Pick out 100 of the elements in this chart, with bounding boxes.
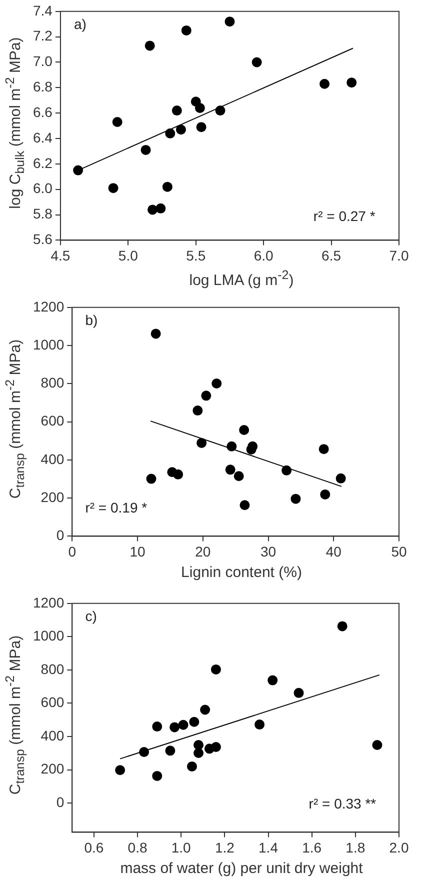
point (318, 444, 329, 454)
point (165, 128, 176, 138)
point (108, 183, 118, 194)
y-tick-label: 0 (56, 794, 64, 810)
point (140, 144, 151, 155)
point (210, 742, 221, 752)
annotation: b) (85, 312, 98, 328)
x-tick-label: 20 (195, 543, 211, 560)
y-tick-label: 5.6 (32, 231, 53, 248)
point (172, 106, 182, 116)
annotation: r² = 0.33 ** (308, 796, 377, 812)
y-tick-label: 600 (40, 694, 64, 710)
point (194, 103, 205, 114)
point (337, 621, 348, 632)
point (186, 761, 197, 772)
x-tick-label: 1.4 (258, 839, 278, 856)
x-tick-label: 30 (260, 543, 276, 560)
x-tick-label: 5.0 (118, 247, 138, 264)
point (320, 78, 330, 89)
x-tick-label: 1.6 (302, 839, 322, 856)
point (150, 328, 161, 339)
y-tick-label: 0 (56, 527, 64, 544)
x-tick-label: 0.8 (128, 839, 148, 856)
x-tick-label: 6.0 (254, 247, 274, 264)
point (146, 474, 156, 484)
point (252, 57, 262, 68)
point (196, 438, 207, 448)
y-tick-label: 7.0 (32, 53, 53, 70)
y-tick-label: 1200 (32, 594, 64, 610)
point (320, 489, 330, 500)
point (115, 765, 126, 776)
point (294, 688, 304, 698)
point (215, 106, 226, 116)
x-axis-title: Lignin content (%) (180, 564, 303, 581)
point (165, 746, 176, 756)
y-tick-label: 200 (40, 488, 64, 505)
x-tick-label: 4.5 (50, 247, 70, 264)
y-tick-label: 7.2 (32, 28, 53, 44)
x-tick-label: 40 (326, 543, 342, 560)
annotation: r² = 0.19 * (85, 500, 148, 516)
point (173, 469, 184, 480)
point (224, 16, 235, 27)
point (210, 664, 221, 674)
x-axis-title: log LMA (g m$^{-2}$) (188, 268, 295, 289)
y-tick-label: 200 (40, 760, 64, 777)
point (148, 204, 158, 215)
point (181, 25, 192, 36)
point (73, 165, 84, 176)
y-tick-label: 1000 (32, 628, 64, 644)
point (192, 406, 203, 416)
y-tick-label: 6.0 (32, 180, 53, 196)
point (346, 78, 357, 88)
y-tick-label: 6.8 (32, 78, 53, 95)
point (290, 494, 301, 504)
x-tick-label: 1.0 (171, 839, 192, 856)
point (282, 465, 292, 476)
point (176, 124, 186, 135)
annotation: r² = 0.27 * (313, 208, 376, 224)
point (336, 473, 346, 484)
y-tick-label: 400 (40, 727, 64, 744)
point (156, 203, 166, 214)
point (225, 464, 236, 475)
point (234, 471, 244, 482)
point (200, 704, 210, 715)
y-tick-label: 400 (40, 450, 64, 467)
point (196, 122, 206, 132)
x-tick-label: 50 (391, 543, 407, 560)
point (268, 675, 278, 686)
x-tick-label: 6.5 (322, 247, 342, 264)
y-tick-label: 6.2 (32, 154, 53, 171)
point (254, 720, 265, 730)
point (152, 770, 162, 781)
point (139, 746, 150, 757)
point (212, 378, 222, 388)
point (226, 441, 237, 452)
point (178, 720, 188, 730)
x-tick-label: 0 (68, 543, 76, 560)
point (248, 441, 258, 452)
y-tick-label: 800 (40, 374, 64, 391)
x-tick-label: 7.0 (389, 247, 409, 264)
point (162, 182, 172, 192)
x-tick-label: 0.6 (84, 839, 104, 856)
annotation: c) (85, 608, 97, 624)
y-tick-label: 600 (40, 412, 64, 429)
y-tick-label: 5.8 (32, 206, 53, 222)
y-tick-label: 6.6 (32, 104, 53, 120)
point (152, 722, 162, 732)
x-tick-label: 1.2 (214, 839, 235, 856)
y-tick-label: 6.4 (32, 129, 53, 146)
point (239, 425, 250, 435)
point (170, 722, 180, 732)
point (144, 40, 155, 51)
x-tick-label: 10 (130, 543, 146, 560)
point (194, 740, 204, 750)
x-axis-title: mass of water (g) per unit dry weight (119, 860, 364, 877)
x-tick-label: 1.8 (346, 839, 366, 856)
x-tick-label: 2.0 (389, 839, 409, 856)
y-tick-label: 1200 (32, 298, 64, 314)
annotation: a) (74, 16, 86, 32)
point (189, 716, 200, 727)
